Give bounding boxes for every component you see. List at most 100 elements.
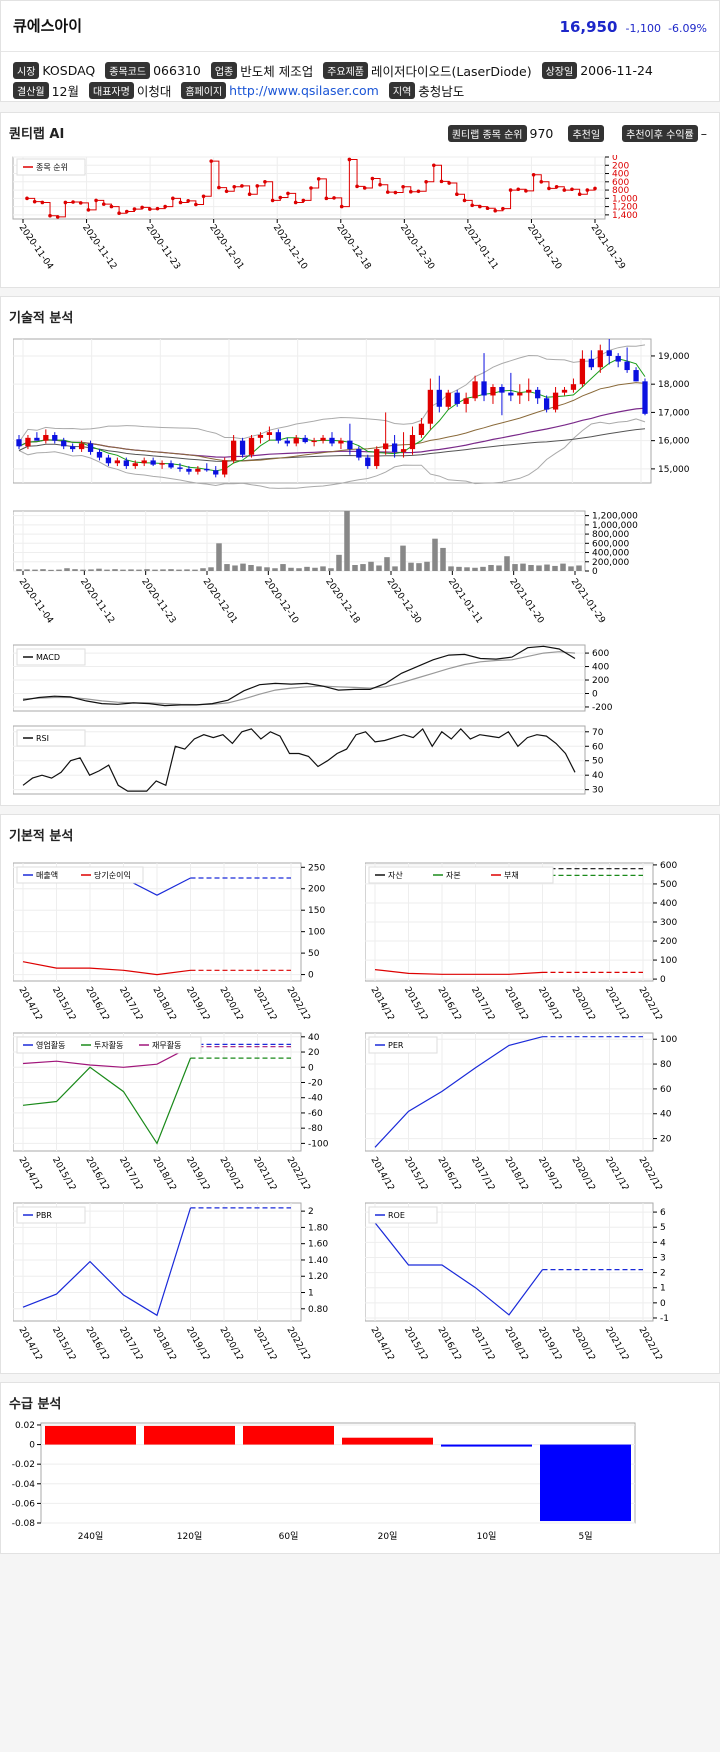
info-value: 충청남도 bbox=[418, 84, 465, 99]
rank-point bbox=[332, 196, 336, 200]
rank-point bbox=[240, 184, 244, 188]
y-tick-label: 600,000 bbox=[592, 539, 629, 549]
info-label: 주요제품 bbox=[323, 62, 369, 79]
stock-header: 큐에스아이 16,950 -1,100 -6.09% 시장 KOSDAQ 종목코드 0… bbox=[0, 0, 720, 102]
candle-body bbox=[114, 460, 121, 464]
rank-point bbox=[232, 184, 237, 189]
volume-bar bbox=[536, 565, 542, 571]
x-tick-label: 2021-01-29 bbox=[589, 223, 627, 272]
candle-body bbox=[472, 381, 478, 399]
rank-point bbox=[309, 186, 313, 190]
x-tick-label: 2020-11-04 bbox=[17, 577, 55, 626]
volume-bar bbox=[144, 569, 150, 571]
x-tick-label: 2020-12-18 bbox=[323, 577, 361, 626]
volume-bar bbox=[344, 511, 350, 571]
x-tick-label: 2021-01-20 bbox=[507, 577, 545, 626]
y-tick-label: 20 bbox=[308, 1048, 320, 1058]
rank-point bbox=[501, 206, 505, 211]
volume-bar bbox=[208, 567, 214, 571]
candle-body bbox=[177, 467, 183, 469]
candle-body bbox=[150, 460, 156, 465]
legend-box bbox=[16, 1036, 202, 1054]
y-tick-label: 300 bbox=[660, 918, 677, 928]
rank-point bbox=[25, 196, 29, 201]
y-tick-label: 0 bbox=[592, 567, 598, 577]
info-label: 홈페이지 bbox=[181, 82, 227, 99]
candle-body bbox=[642, 381, 648, 414]
y-tick-label: -0.02 bbox=[12, 1460, 35, 1470]
info-value: 반도체 제조업 bbox=[240, 64, 314, 79]
rank-point bbox=[194, 202, 198, 207]
rank-point bbox=[408, 189, 413, 194]
assets-2-line bbox=[374, 969, 543, 975]
rank-point bbox=[48, 213, 52, 218]
rank-point bbox=[255, 184, 260, 188]
info-label: 시장 bbox=[13, 62, 40, 79]
y-tick-label: -200 bbox=[592, 703, 613, 713]
volume-bar bbox=[440, 547, 446, 571]
return-value: – bbox=[700, 126, 707, 141]
x-tick-label: 2014/12 bbox=[16, 1326, 43, 1360]
info-value: 2006-11-24 bbox=[580, 63, 653, 78]
candle-body bbox=[347, 440, 353, 450]
volume-bar bbox=[480, 566, 486, 571]
x-tick-label: 2021/12 bbox=[251, 1156, 278, 1190]
rank-point bbox=[470, 203, 474, 208]
candle-body bbox=[490, 387, 496, 396]
rank-point bbox=[201, 194, 206, 199]
y-tick-label: 60 bbox=[592, 742, 604, 752]
candle-body bbox=[141, 460, 147, 464]
volume-bar bbox=[168, 569, 174, 571]
x-tick-label: 2016/12 bbox=[83, 1326, 110, 1360]
x-tick-label: 2014/12 bbox=[16, 986, 43, 1020]
volume-bar bbox=[200, 568, 206, 571]
price-chart: 15,000 16,000 17,000 18,000 19,000 bbox=[13, 338, 690, 489]
rank-point bbox=[217, 185, 221, 190]
legend-box bbox=[368, 866, 554, 884]
volume-bar bbox=[488, 565, 494, 571]
y-tick-label: -0.04 bbox=[12, 1480, 36, 1490]
x-tick-label: 2018/12 bbox=[150, 1156, 177, 1190]
volume-bar bbox=[512, 564, 518, 571]
y-tick-label: 200,000 bbox=[592, 558, 629, 568]
homepage-link[interactable]: http://www.qsilaser.com bbox=[229, 83, 379, 98]
volume-bar bbox=[56, 569, 62, 571]
candle-body bbox=[561, 389, 568, 393]
volume-bar bbox=[184, 569, 190, 571]
volume-bar bbox=[280, 564, 286, 571]
candle-body bbox=[391, 443, 398, 452]
y-tick-label: 200 bbox=[308, 885, 325, 895]
rank-point bbox=[370, 176, 375, 181]
supply-analysis-card: 수급 분석 -0.08 -0.06 -0.04 -0.02 0 0.02 240일 120일 6… bbox=[0, 1382, 720, 1554]
volume-bar bbox=[544, 564, 550, 571]
candle-body bbox=[123, 460, 129, 467]
y-tick-label: 17,000 bbox=[658, 408, 690, 418]
x-tick-label: 2020/12 bbox=[217, 1156, 244, 1190]
y-tick-label: 800 bbox=[612, 186, 629, 196]
x-tick-label: 2022/12 bbox=[284, 1156, 311, 1190]
y-tick-label: 5 bbox=[660, 1223, 666, 1233]
y-tick-label: -100 bbox=[308, 1139, 329, 1149]
y-tick-label: 800,000 bbox=[592, 530, 629, 540]
sales-0-line bbox=[123, 877, 191, 896]
y-tick-label: 40 bbox=[308, 1033, 320, 1043]
candle-body bbox=[427, 389, 434, 424]
y-tick-label: -20 bbox=[308, 1078, 323, 1088]
x-tick-label: 2020-12-10 bbox=[271, 223, 309, 272]
sales-chart: 0 50 100 150 200 250 2014/12 2015/12 2016/12 2017… bbox=[13, 862, 325, 1020]
assets-chart: 0 100 200 300 400 500 600 2014/12 2015/12 2016/12… bbox=[365, 861, 677, 1019]
rank-point bbox=[224, 189, 229, 194]
info-label: 상장일 bbox=[541, 62, 578, 79]
rank-point bbox=[324, 196, 329, 201]
rank-point bbox=[424, 180, 428, 184]
rank-point bbox=[186, 199, 190, 203]
rank-point bbox=[86, 208, 91, 212]
volume-bar bbox=[312, 567, 318, 571]
supply-chart: -0.08 -0.06 -0.04 -0.02 0 0.02 240일 120일 60일 20일 1… bbox=[12, 1421, 636, 1542]
rank-point bbox=[516, 187, 521, 192]
y-tick-label: 1.80 bbox=[308, 1223, 328, 1233]
rank-point bbox=[378, 182, 382, 187]
x-tick-label: 2020/12 bbox=[217, 986, 244, 1020]
legend-label: PBR bbox=[36, 1211, 52, 1220]
